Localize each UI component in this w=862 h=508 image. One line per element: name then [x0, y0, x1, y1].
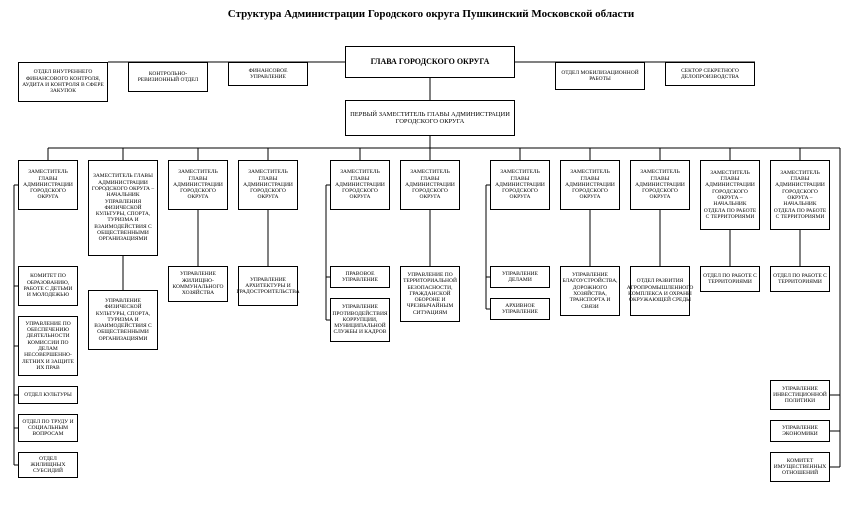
node-col1-0: УПРАВЛЕНИЕ ФИЗИЧЕСКОЙ КУЛЬТУРЫ, СПОРТА, … — [88, 290, 158, 350]
node-deputy-5: ЗАМЕСТИТЕЛЬ ГЛАВЫ АДМИНИСТРАЦИИ ГОРОДСКО… — [400, 160, 460, 210]
node-col10-2: УПРАВЛЕНИЕ ЭКОНОМИКИ — [770, 420, 830, 442]
node-col10-0: ОТДЕЛ ПО РАБОТЕ С ТЕРРИТОРИЯМИ — [770, 266, 830, 292]
node-col5-0: УПРАВЛЕНИЕ ПО ТЕРРИТОРИАЛЬНОЙ БЕЗОПАСНОС… — [400, 266, 460, 322]
node-deputy-8: ЗАМЕСТИТЕЛЬ ГЛАВЫ АДМИНИСТРАЦИИ ГОРОДСКО… — [630, 160, 690, 210]
node-deputy-3: ЗАМЕСТИТЕЛЬ ГЛАВЫ АДМИНИСТРАЦИИ ГОРОДСКО… — [238, 160, 298, 210]
node-deputy-2: ЗАМЕСТИТЕЛЬ ГЛАВЫ АДМИНИСТРАЦИИ ГОРОДСКО… — [168, 160, 228, 210]
node-deputy-6: ЗАМЕСТИТЕЛЬ ГЛАВЫ АДМИНИСТРАЦИИ ГОРОДСКО… — [490, 160, 550, 210]
node-deputy-1: ЗАМЕСТИТЕЛЬ ГЛАВЫ АДМИНИСТРАЦИИ ГОРОДСКО… — [88, 160, 158, 256]
node-col9-0: ОТДЕЛ ПО РАБОТЕ С ТЕРРИТОРИЯМИ — [700, 266, 760, 292]
node-col7-0: УПРАВЛЕНИЕ БЛАГОУСТРОЙСТВА, ДОРОЖНОГО ХО… — [560, 266, 620, 316]
node-col6-1: АРХИВНОЕ УПРАВЛЕНИЕ — [490, 298, 550, 320]
node-top-1: КОНТРОЛЬНО-РЕВИЗИОННЫЙ ОТДЕЛ — [128, 62, 208, 92]
node-col0-1: УПРАВЛЕНИЕ ПО ОБЕСПЕЧЕНИЮ ДЕЯТЕЛЬНОСТИ К… — [18, 316, 78, 376]
node-col10-3: КОМИТЕТ ИМУЩЕСТВЕННЫХ ОТНОШЕНИЙ — [770, 452, 830, 482]
node-col0-3: ОТДЕЛ ПО ТРУДУ И СОЦИАЛЬНЫМ ВОПРОСАМ — [18, 414, 78, 442]
node-deputy-0: ЗАМЕСТИТЕЛЬ ГЛАВЫ АДМИНИСТРАЦИИ ГОРОДСКО… — [18, 160, 78, 210]
node-deputy-4: ЗАМЕСТИТЕЛЬ ГЛАВЫ АДМИНИСТРАЦИИ ГОРОДСКО… — [330, 160, 390, 210]
node-col0-2: ОТДЕЛ КУЛЬТУРЫ — [18, 386, 78, 404]
node-col10-1: УПРАВЛЕНИЕ ИНВЕСТИЦИОННОЙ ПОЛИТИКИ — [770, 380, 830, 410]
node-col4-0: ПРАВОВОЕ УПРАВЛЕНИЕ — [330, 266, 390, 288]
node-head: ГЛАВА ГОРОДСКОГО ОКРУГА — [345, 46, 515, 78]
node-col2-0: УПРАВЛЕНИЕ ЖИЛИЩНО-КОММУНАЛЬНОГО ХОЗЯЙСТ… — [168, 266, 228, 302]
node-top-3: ОТДЕЛ МОБИЛИЗАЦИОННОЙ РАБОТЫ — [555, 62, 645, 90]
node-first-deputy: ПЕРВЫЙ ЗАМЕСТИТЕЛЬ ГЛАВЫ АДМИНИСТРАЦИИ Г… — [345, 100, 515, 136]
node-deputy-9: ЗАМЕСТИТЕЛЬ ГЛАВЫ АДМИНИСТРАЦИИ ГОРОДСКО… — [700, 160, 760, 230]
node-top-4: СЕКТОР СЕКРЕТНОГО ДЕЛОПРОИЗВОДСТВА — [665, 62, 755, 86]
node-col6-0: УПРАВЛЕНИЕ ДЕЛАМИ — [490, 266, 550, 288]
node-top-2: ФИНАНСОВОЕ УПРАВЛЕНИЕ — [228, 62, 308, 86]
node-col0-4: ОТДЕЛ ЖИЛИЩНЫХ СУБСИДИЙ — [18, 452, 78, 478]
node-col3-0: УПРАВЛЕНИЕ АРХИТЕКТУРЫ И ГРАДОСТРОИТЕЛЬС… — [238, 266, 298, 306]
node-col0-0: КОМИТЕТ ПО ОБРАЗОВАНИЮ, РАБОТЕ С ДЕТЬМИ … — [18, 266, 78, 306]
node-col8-0: ОТДЕЛ РАЗВИТИЯ АГРОПРОМЫШЛЕННОГО КОМПЛЕК… — [630, 266, 690, 316]
node-deputy-10: ЗАМЕСТИТЕЛЬ ГЛАВЫ АДМИНИСТРАЦИИ ГОРОДСКО… — [770, 160, 830, 230]
node-col4-1: УПРАВЛЕНИЕ ПРОТИВОДЕЙСТВИЯ КОРРУПЦИИ, МУ… — [330, 298, 390, 342]
node-top-0: ОТДЕЛ ВНУТРЕННЕГО ФИНАНСОВОГО КОНТРОЛЯ, … — [18, 62, 108, 102]
node-deputy-7: ЗАМЕСТИТЕЛЬ ГЛАВЫ АДМИНИСТРАЦИИ ГОРОДСКО… — [560, 160, 620, 210]
diagram-title: Структура Администрации Городского округ… — [0, 0, 862, 26]
